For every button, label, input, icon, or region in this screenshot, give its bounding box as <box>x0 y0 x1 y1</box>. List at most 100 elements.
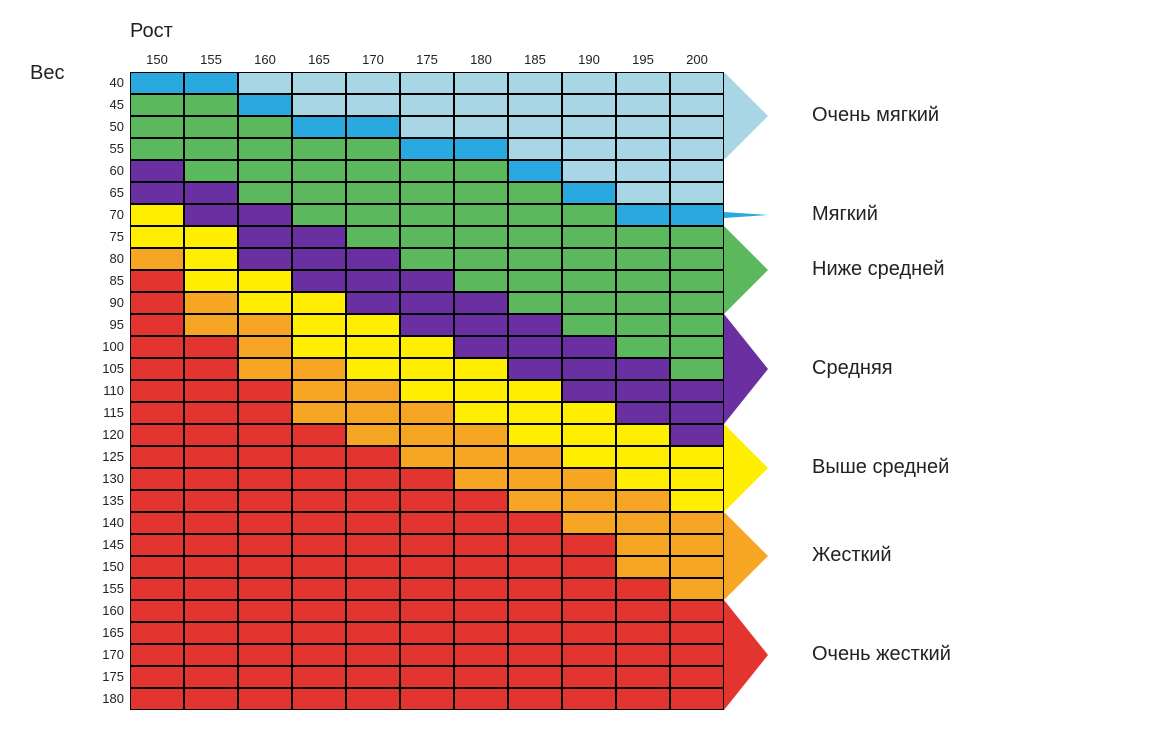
heatmap-cell <box>130 292 184 314</box>
legend-item: Мягкий <box>724 204 768 226</box>
heatmap-cell <box>454 402 508 424</box>
heatmap-cell <box>346 160 400 182</box>
heatmap-cell <box>562 402 616 424</box>
heatmap-cell <box>670 468 724 490</box>
heatmap-cell <box>454 226 508 248</box>
heatmap-cell <box>454 622 508 644</box>
legend-label: Мягкий <box>812 203 878 226</box>
heatmap-cell <box>238 490 292 512</box>
heatmap-cell <box>184 468 238 490</box>
heatmap-cell <box>400 292 454 314</box>
heatmap-cell <box>130 556 184 578</box>
heatmap-cell <box>454 446 508 468</box>
column-header: 200 <box>670 52 724 67</box>
heatmap-cell <box>562 600 616 622</box>
heatmap-cell <box>238 314 292 336</box>
heatmap-cell <box>184 270 238 292</box>
heatmap-cell <box>616 578 670 600</box>
heatmap-cell <box>292 204 346 226</box>
heatmap-cell <box>508 248 562 270</box>
row-header: 125 <box>90 446 124 468</box>
heatmap-cell <box>130 468 184 490</box>
heatmap-cell <box>346 336 400 358</box>
heatmap-cell <box>400 72 454 94</box>
legend-arrow-icon <box>724 424 768 512</box>
heatmap-cell <box>562 182 616 204</box>
heatmap-cell <box>346 424 400 446</box>
row-header: 100 <box>90 336 124 358</box>
heatmap-cell <box>346 666 400 688</box>
legend-arrow-icon <box>724 72 768 160</box>
heatmap-cell <box>346 94 400 116</box>
heatmap-cell <box>400 182 454 204</box>
heatmap-cell <box>184 534 238 556</box>
legend-label: Очень жесткий <box>812 643 951 666</box>
heatmap-cell <box>130 204 184 226</box>
heatmap-cell <box>238 160 292 182</box>
legend-arrow-icon <box>724 314 768 424</box>
row-header: 165 <box>90 622 124 644</box>
heatmap-cell <box>454 578 508 600</box>
heatmap-cell <box>238 358 292 380</box>
row-header: 105 <box>90 358 124 380</box>
row-headers: 4045505560657075808590951001051101151201… <box>90 72 124 710</box>
row-header: 155 <box>90 578 124 600</box>
heatmap-cell <box>184 116 238 138</box>
heatmap-cell <box>238 138 292 160</box>
heatmap-cell <box>184 380 238 402</box>
heatmap-cell <box>400 424 454 446</box>
heatmap-cell <box>400 270 454 292</box>
row-header: 145 <box>90 534 124 556</box>
legend-item: Средняя <box>724 314 768 424</box>
legend-label: Очень мягкий <box>812 104 939 127</box>
heatmap-cell <box>400 600 454 622</box>
heatmap-cell <box>238 270 292 292</box>
heatmap-cell <box>292 424 346 446</box>
heatmap-cell <box>508 578 562 600</box>
heatmap-cell <box>616 468 670 490</box>
heatmap-cell <box>670 358 724 380</box>
heatmap-cell <box>508 556 562 578</box>
heatmap-cell <box>454 270 508 292</box>
column-header: 155 <box>184 52 238 67</box>
heatmap-cell <box>400 336 454 358</box>
heatmap-cell <box>400 512 454 534</box>
heatmap-cell <box>292 666 346 688</box>
heatmap-cell <box>616 446 670 468</box>
heatmap-cell <box>508 468 562 490</box>
heatmap-cell <box>616 94 670 116</box>
heatmap-cell <box>670 402 724 424</box>
heatmap-cell <box>184 578 238 600</box>
heatmap-cell <box>238 666 292 688</box>
heatmap-cell <box>670 424 724 446</box>
heatmap-cell <box>238 116 292 138</box>
heatmap-cell <box>616 314 670 336</box>
row-header: 45 <box>90 94 124 116</box>
heatmap-cell <box>454 666 508 688</box>
heatmap-cell <box>616 292 670 314</box>
heatmap-cell <box>292 314 346 336</box>
heatmap-cell <box>346 534 400 556</box>
heatmap-cell <box>562 72 616 94</box>
heatmap-cell <box>400 644 454 666</box>
heatmap-cell <box>454 336 508 358</box>
heatmap-cell <box>238 534 292 556</box>
heatmap-cell <box>562 622 616 644</box>
heatmap-cell <box>670 314 724 336</box>
heatmap-cell <box>184 622 238 644</box>
column-header: 185 <box>508 52 562 67</box>
heatmap-cell <box>616 600 670 622</box>
legend-label: Средняя <box>812 357 893 380</box>
heatmap-cell <box>238 402 292 424</box>
heatmap-cell <box>508 336 562 358</box>
heatmap-cell <box>562 644 616 666</box>
legend-arrow-icon <box>724 204 768 226</box>
heatmap-cell <box>184 666 238 688</box>
heatmap-cell <box>508 424 562 446</box>
legend-item: Жесткий <box>724 512 768 600</box>
x-axis-title: Рост <box>130 20 173 43</box>
legend-label: Выше средней <box>812 456 949 479</box>
heatmap-cell <box>238 94 292 116</box>
heatmap-cell <box>454 160 508 182</box>
column-header: 160 <box>238 52 292 67</box>
